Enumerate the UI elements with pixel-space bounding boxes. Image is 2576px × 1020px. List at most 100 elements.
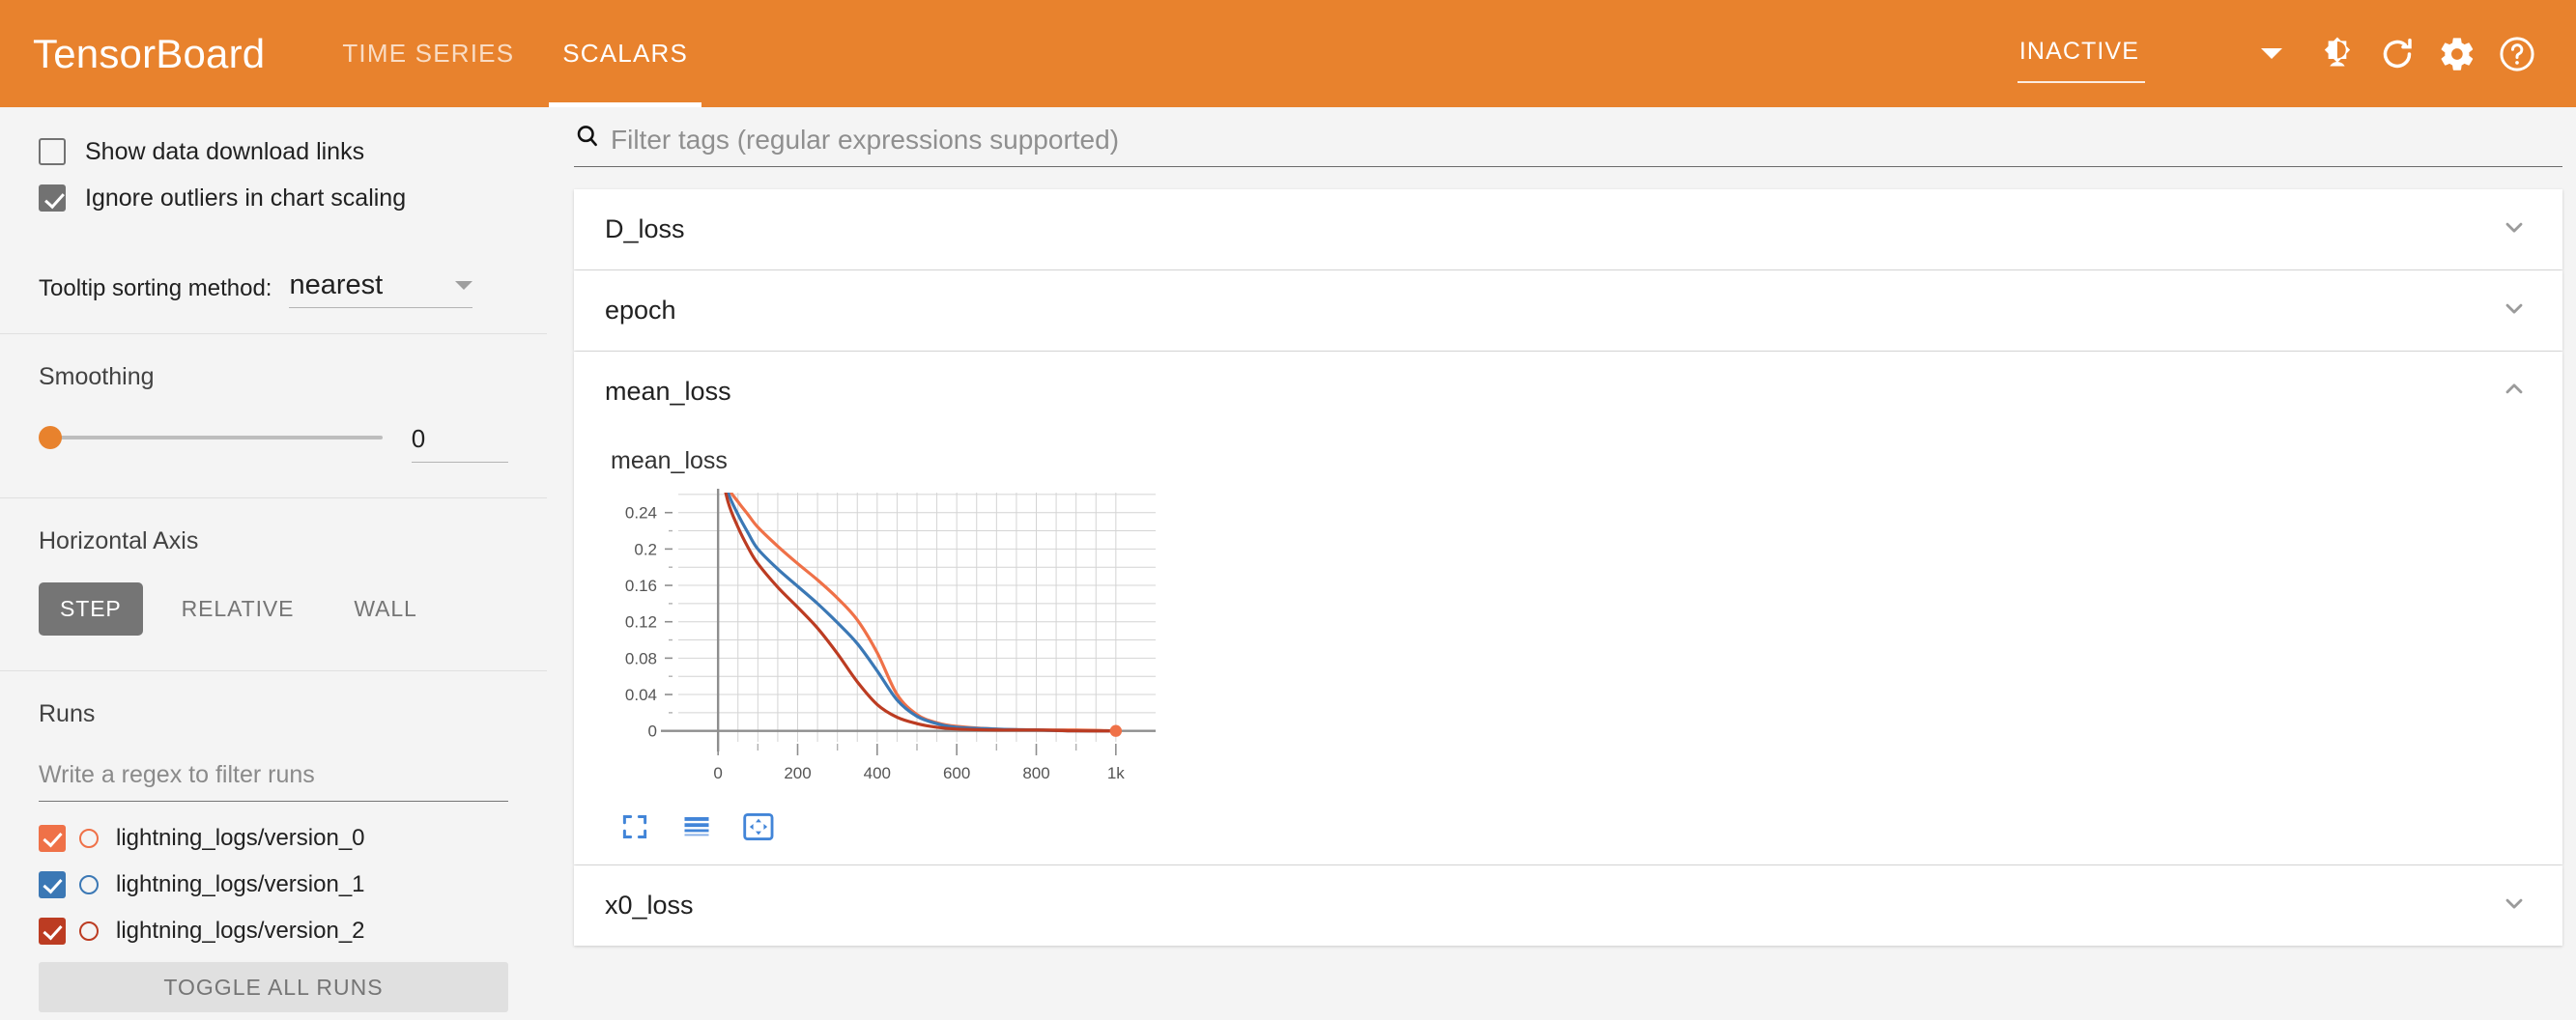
mean-loss-line-chart[interactable]: 0 0.04 0.08 0.12 0.16 0.2 0.24 0 200 400 600 800 1k xyxy=(593,479,1173,798)
svg-text:0.2: 0.2 xyxy=(634,540,657,558)
refresh-icon[interactable] xyxy=(2367,24,2427,84)
app-brand: TensorBoard xyxy=(33,30,266,76)
chevron-down-icon[interactable] xyxy=(2501,295,2528,326)
horizontal-axis-heading: Horizontal Axis xyxy=(39,527,199,554)
status-underline xyxy=(2017,81,2145,83)
header-actions: INACTIVE xyxy=(2012,0,2547,107)
tooltip-sorting-value: nearest xyxy=(289,269,384,300)
run-checkbox-icon[interactable] xyxy=(39,825,66,852)
chart-container[interactable]: 0 0.04 0.08 0.12 0.16 0.2 0.24 0 200 400 600 800 1k xyxy=(593,479,2562,803)
run-item-version-2[interactable]: lightning_logs/version_2 xyxy=(39,908,508,954)
checkbox-ignore-outliers[interactable]: Ignore outliers in chart scaling xyxy=(39,175,508,221)
divider xyxy=(0,670,547,671)
haxis-option-relative[interactable]: RELATIVE xyxy=(181,596,295,621)
checkbox-label: Ignore outliers in chart scaling xyxy=(85,184,407,212)
fullscreen-icon[interactable] xyxy=(611,805,659,849)
checkbox-icon[interactable] xyxy=(39,184,66,212)
tab-scalars[interactable]: SCALARS xyxy=(549,0,701,107)
chevron-down-icon[interactable] xyxy=(2501,890,2528,921)
smoothing-section: Smoothing 0 xyxy=(0,334,547,497)
run-item-version-1[interactable]: lightning_logs/version_1 xyxy=(39,862,508,908)
svg-text:0.12: 0.12 xyxy=(625,613,657,632)
sidebar-options: Show data download links Ignore outliers… xyxy=(0,128,547,333)
smoothing-value-field[interactable]: 0 xyxy=(411,424,508,463)
haxis-option-wall[interactable]: WALL xyxy=(354,596,417,621)
card-title: mean_loss xyxy=(605,377,731,406)
card-header-d-loss[interactable]: D_loss xyxy=(574,189,2562,269)
checkbox-icon[interactable] xyxy=(39,138,66,165)
chevron-down-icon[interactable] xyxy=(2501,213,2528,245)
runs-filter-input[interactable] xyxy=(39,755,508,802)
slider-thumb[interactable] xyxy=(39,426,62,449)
svg-text:600: 600 xyxy=(943,764,970,782)
smoothing-slider[interactable] xyxy=(39,426,383,449)
card-body-mean-loss: mean_loss 0 0.04 0.08 0.12 0.16 0.2 0.24 0 200 40… xyxy=(574,447,2562,864)
svg-text:1k: 1k xyxy=(1107,764,1125,782)
card-title: x0_loss xyxy=(605,891,694,920)
checkbox-label: Show data download links xyxy=(85,137,365,165)
card-title: D_loss xyxy=(605,214,685,243)
run-color-circle-icon[interactable] xyxy=(79,875,99,894)
main-content: D_loss epoch mean_ xyxy=(547,107,2576,1020)
divider xyxy=(0,497,547,498)
smoothing-heading: Smoothing xyxy=(39,363,155,390)
slider-track xyxy=(48,436,383,439)
run-item-version-0[interactable]: lightning_logs/version_0 xyxy=(39,815,508,862)
run-color-circle-icon[interactable] xyxy=(79,829,99,848)
app-header: TensorBoard TIME SERIES SCALARS INACTIVE xyxy=(0,0,2576,107)
pan-reset-icon[interactable] xyxy=(734,805,783,849)
card-epoch: epoch xyxy=(574,270,2562,351)
tag-card-list: D_loss epoch mean_ xyxy=(574,189,2562,946)
chart-title: mean_loss xyxy=(611,447,728,474)
runs-list: lightning_logs/version_0 lightning_logs/… xyxy=(39,815,508,954)
svg-text:0: 0 xyxy=(648,722,657,741)
card-mean-loss: mean_loss mean_loss 0 0.04 0.08 0.12 0.16 0.2… xyxy=(574,352,2562,864)
tooltip-sorting-row: Tooltip sorting method: nearest xyxy=(39,246,508,308)
svg-text:0.16: 0.16 xyxy=(625,577,657,595)
tag-filter-bar xyxy=(574,123,2562,167)
card-d-loss: D_loss xyxy=(574,189,2562,269)
brightness-icon[interactable] xyxy=(2307,24,2367,84)
sidebar: Show data download links Ignore outliers… xyxy=(0,107,547,1020)
run-checkbox-icon[interactable] xyxy=(39,871,66,898)
toggle-all-runs-button[interactable]: TOGGLE ALL RUNS xyxy=(39,962,508,1012)
card-header-mean-loss[interactable]: mean_loss xyxy=(574,352,2562,432)
help-icon[interactable] xyxy=(2487,24,2547,84)
runs-section: Runs lightning_logs/version_0 lightning_… xyxy=(0,671,547,1020)
card-header-x0-loss[interactable]: x0_loss xyxy=(574,865,2562,946)
card-header-epoch[interactable]: epoch xyxy=(574,270,2562,351)
chart-toolbar xyxy=(611,805,2562,849)
run-color-circle-icon[interactable] xyxy=(79,921,99,941)
card-x0-loss: x0_loss xyxy=(574,865,2562,946)
chevron-up-icon[interactable] xyxy=(2501,376,2528,408)
svg-text:0: 0 xyxy=(713,764,722,782)
card-title: epoch xyxy=(605,296,676,325)
gear-icon[interactable] xyxy=(2427,24,2487,84)
checkbox-show-data-download-links[interactable]: Show data download links xyxy=(39,128,508,175)
tooltip-sorting-select[interactable]: nearest xyxy=(289,269,473,308)
chevron-down-icon xyxy=(455,281,473,290)
divider xyxy=(0,333,547,334)
run-label: lightning_logs/version_1 xyxy=(116,871,365,897)
status-indicator[interactable]: INACTIVE xyxy=(2012,38,2149,83)
svg-text:800: 800 xyxy=(1022,764,1049,782)
search-icon xyxy=(574,123,601,155)
run-label: lightning_logs/version_0 xyxy=(116,825,365,851)
run-checkbox-icon[interactable] xyxy=(39,918,66,945)
status-badge: INACTIVE xyxy=(2018,38,2139,65)
run-label: lightning_logs/version_2 xyxy=(116,918,365,944)
horizontal-axis-section: Horizontal Axis STEP RELATIVE WALL xyxy=(0,498,547,670)
smoothing-value: 0 xyxy=(411,424,426,453)
svg-text:400: 400 xyxy=(864,764,891,782)
svg-text:0.08: 0.08 xyxy=(625,649,657,667)
chevron-down-icon[interactable] xyxy=(2261,48,2282,59)
svg-text:0.04: 0.04 xyxy=(625,686,657,704)
tag-filter-input[interactable] xyxy=(609,124,2562,156)
svg-text:0.24: 0.24 xyxy=(625,504,657,523)
tab-time-series[interactable]: TIME SERIES xyxy=(342,39,515,68)
haxis-option-step[interactable]: STEP xyxy=(39,582,143,636)
svg-text:200: 200 xyxy=(784,764,811,782)
runs-heading: Runs xyxy=(39,700,96,727)
tooltip-sorting-label: Tooltip sorting method: xyxy=(39,275,272,301)
data-table-icon[interactable] xyxy=(673,805,721,849)
